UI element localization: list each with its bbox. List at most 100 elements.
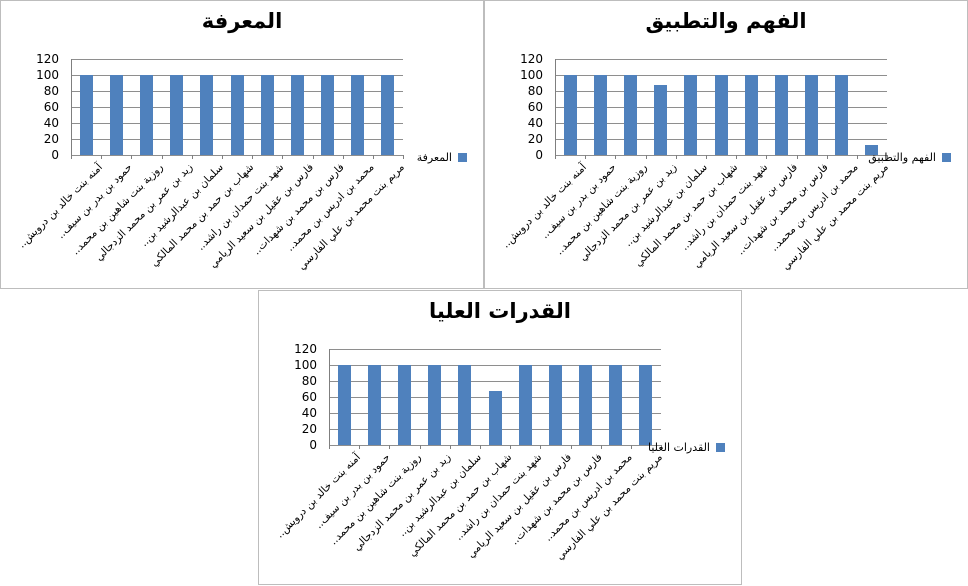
gridline — [555, 59, 887, 60]
legend-label: الفهم والتطبيق — [868, 151, 936, 164]
y-axis-tick-label: 120 — [294, 342, 317, 356]
bar[interactable] — [321, 75, 334, 155]
bar[interactable] — [290, 75, 304, 155]
bar[interactable] — [381, 75, 395, 155]
bar[interactable] — [488, 391, 502, 445]
x-axis-tick — [403, 155, 404, 159]
bar[interactable] — [624, 75, 637, 155]
bar[interactable] — [609, 365, 623, 445]
gridline — [329, 445, 661, 446]
bar[interactable] — [200, 75, 214, 155]
bar[interactable] — [563, 75, 577, 155]
gridline — [71, 155, 403, 156]
x-axis-tick — [449, 445, 451, 449]
bar[interactable] — [835, 75, 849, 155]
x-axis-tick — [389, 445, 391, 449]
legend[interactable]: الفهم والتطبيق — [868, 151, 951, 164]
chart-comprehension-application-panel[interactable]: الفهم والتطبيق 0 20 40 60 80 100 120 آمنه بنت خ… — [484, 0, 968, 289]
legend[interactable]: المعرفة — [417, 151, 467, 164]
legend[interactable]: القدرات العليا — [648, 441, 725, 454]
chart-higher-abilities-panel[interactable]: القدرات العليا 0 20 40 60 80 100 120 آمنه بنت خ… — [258, 290, 742, 585]
y-axis-tick-label: 40 — [527, 116, 543, 130]
bar[interactable] — [79, 75, 93, 155]
gridline — [329, 349, 661, 350]
x-axis-tick — [540, 445, 542, 449]
x-axis-tick — [796, 155, 798, 159]
x-axis-tick — [131, 155, 133, 159]
bar[interactable] — [170, 75, 184, 155]
bar[interactable] — [744, 75, 758, 155]
bar[interactable] — [140, 75, 153, 155]
bar[interactable] — [593, 75, 607, 155]
x-axis-tick — [856, 155, 858, 159]
bar[interactable] — [579, 365, 592, 445]
legend-swatch-icon — [458, 153, 467, 162]
x-axis-tick — [252, 155, 254, 159]
legend-swatch-icon — [716, 443, 725, 452]
x-axis-tick — [359, 445, 361, 449]
y-axis-tick-label: 60 — [43, 100, 59, 114]
y-axis-tick-label: 20 — [301, 422, 317, 436]
x-axis-tick — [600, 445, 602, 449]
y-axis-tick-label: 100 — [520, 68, 543, 82]
bar[interactable] — [684, 75, 698, 155]
y-axis-tick-label: 0 — [309, 438, 317, 452]
bar[interactable] — [260, 75, 274, 155]
x-axis-tick — [661, 445, 662, 449]
bar[interactable] — [367, 365, 381, 445]
x-axis-tick — [312, 155, 314, 159]
bar[interactable] — [805, 75, 818, 155]
y-axis-line — [329, 349, 330, 446]
x-axis-tick — [826, 155, 828, 159]
bar[interactable] — [639, 365, 653, 445]
chart-knowledge-panel[interactable]: المعرفة 0 20 40 60 80 100 120 آمنه بنت خالد بن … — [0, 0, 484, 289]
x-axis-tick — [479, 445, 481, 449]
x-axis-tick — [419, 445, 421, 449]
bar[interactable] — [109, 75, 123, 155]
y-axis-tick-label: 40 — [43, 116, 59, 130]
x-axis-tick — [887, 155, 888, 159]
y-axis-line — [555, 59, 556, 156]
bar[interactable] — [351, 75, 365, 155]
x-axis-tick — [161, 155, 163, 159]
bar[interactable] — [398, 365, 411, 445]
y-axis-tick-label: 20 — [527, 132, 543, 146]
bar[interactable] — [548, 365, 562, 445]
x-axis-tick — [615, 155, 617, 159]
y-axis-line — [71, 59, 72, 156]
bar[interactable] — [230, 75, 244, 155]
bar[interactable] — [337, 365, 351, 445]
x-axis-tick — [191, 155, 193, 159]
y-axis-tick-label: 80 — [43, 84, 59, 98]
y-axis-tick-label: 0 — [535, 148, 543, 162]
y-axis-tick-label: 40 — [301, 406, 317, 420]
x-axis-tick — [71, 155, 72, 159]
chart-title: المعرفة — [201, 9, 283, 33]
y-axis-tick-label: 80 — [527, 84, 543, 98]
gridline — [329, 381, 661, 382]
y-axis-tick-label: 120 — [520, 52, 543, 66]
legend-label: المعرفة — [416, 151, 452, 164]
y-axis-tick-label: 60 — [527, 100, 543, 114]
x-axis-tick — [555, 155, 556, 159]
bar[interactable] — [458, 365, 472, 445]
x-axis-tick — [675, 155, 677, 159]
x-axis-tick — [282, 155, 284, 159]
bar[interactable] — [428, 365, 442, 445]
legend-label: القدرات العليا — [648, 441, 710, 454]
x-axis-tick — [221, 155, 223, 159]
bar[interactable] — [518, 365, 532, 445]
x-axis-tick — [630, 445, 632, 449]
x-axis-tick — [736, 155, 738, 159]
x-axis-tick — [705, 155, 707, 159]
x-axis-tick — [101, 155, 103, 159]
bar[interactable] — [714, 75, 728, 155]
x-axis-tick — [766, 155, 768, 159]
y-axis-tick-label: 100 — [36, 68, 59, 82]
bar[interactable] — [865, 145, 879, 155]
chart-title: القدرات العليا — [429, 299, 571, 323]
bar[interactable] — [774, 75, 788, 155]
gridline — [555, 155, 887, 156]
bar[interactable] — [654, 84, 668, 155]
gridline — [329, 365, 661, 366]
